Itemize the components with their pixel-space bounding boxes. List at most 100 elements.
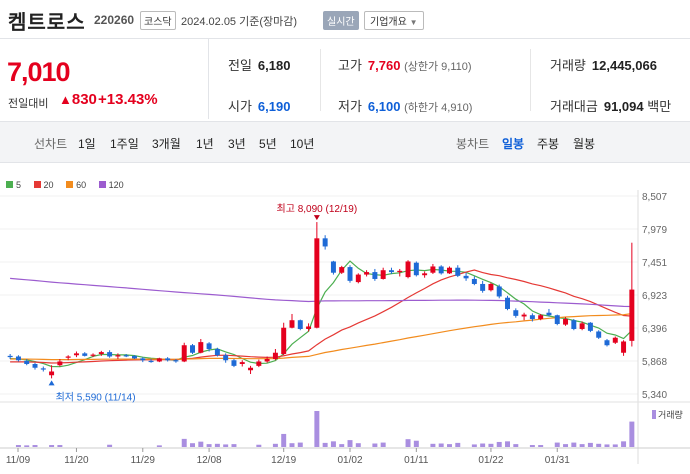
volume-bar	[430, 443, 436, 447]
candle-body	[73, 353, 79, 356]
volume-bar	[380, 442, 386, 447]
candle-body	[7, 355, 13, 358]
ma-60-line	[10, 313, 632, 361]
x-tick-label: 01/22	[478, 455, 503, 466]
candle-body	[596, 331, 602, 338]
up-triangle-icon: ▲	[59, 92, 72, 107]
open-price: 시가 6,190	[228, 96, 290, 115]
period-1y[interactable]: 1년	[196, 137, 214, 151]
candle-body	[32, 363, 38, 368]
x-tick-label: 11/29	[131, 455, 156, 466]
period-3y[interactable]: 3년	[228, 137, 246, 151]
volume-bar	[496, 441, 502, 447]
volume-bar	[579, 444, 585, 447]
amount-label: 거래대금	[550, 99, 598, 114]
candle-body	[173, 360, 179, 362]
candle-body	[223, 355, 229, 361]
candle-body	[546, 312, 552, 316]
trade-amount: 거래대금 91,094 백만	[550, 96, 671, 115]
volume-bar	[24, 445, 30, 447]
volume-legend-swatch	[652, 410, 656, 419]
stock-code: 220260	[94, 13, 135, 27]
chevron-down-icon: ▼	[409, 18, 418, 27]
candle-body	[165, 358, 171, 361]
candle-body	[281, 327, 287, 354]
candle-body	[388, 270, 394, 273]
stock-chart[interactable]: 8,507 7,979 7,451 6,923 6,396 5,868 5,340 11/0…	[0, 164, 690, 474]
amount-unit: 백만	[647, 99, 672, 114]
volume-value: 12,445,066	[591, 58, 657, 73]
x-tick-label: 12/08	[197, 455, 222, 466]
volume-bar	[15, 445, 21, 447]
candle-body	[372, 272, 378, 279]
period-3m[interactable]: 3개월	[152, 137, 181, 151]
y-axis-labels: 8,507 7,979 7,451 6,923 6,396 5,868 5,340	[642, 192, 667, 401]
candle-body	[405, 261, 411, 278]
candle-body	[140, 358, 146, 361]
company-overview-dropdown[interactable]: 기업개요 ▼	[364, 11, 424, 30]
period-5y[interactable]: 5년	[259, 137, 277, 151]
volume-bar	[554, 442, 560, 447]
period-10y[interactable]: 10년	[290, 137, 315, 151]
candle-monthly[interactable]: 월봉	[573, 137, 596, 151]
volume-bar	[214, 443, 220, 447]
candle-body	[587, 322, 593, 331]
candle-body	[413, 262, 419, 276]
volume-bar	[181, 438, 187, 447]
volume-bar	[206, 444, 212, 447]
period-1d[interactable]: 1일	[78, 137, 96, 151]
volume-bar	[330, 441, 336, 447]
candle-body	[214, 348, 220, 356]
candle-body	[339, 267, 345, 273]
volume-bar	[488, 443, 494, 447]
volume-bar	[480, 443, 486, 447]
high-label: 고가	[338, 58, 362, 73]
volume-bar	[322, 442, 328, 447]
low-value: 6,100	[367, 99, 401, 114]
volume-bar	[49, 445, 55, 447]
date-status: 2024.02.05 기준(장마감)	[181, 16, 298, 28]
ma-legend: 5 20 60 120	[6, 180, 134, 190]
annotations: 최고 8,090 (12/19) 최저 5,590 (11/14) 거래량	[48, 203, 683, 420]
candle-body	[571, 320, 577, 329]
candle-body	[355, 274, 361, 283]
high-annotation: 최고 8,090 (12/19)	[277, 203, 358, 215]
volume-bar	[513, 444, 519, 447]
candle-body	[447, 267, 452, 274]
candle-body	[430, 266, 436, 273]
candle-body	[148, 360, 154, 363]
volume-bar	[256, 444, 262, 447]
legend-swatch	[98, 181, 106, 188]
volume-bar	[529, 445, 535, 447]
candle-body	[40, 368, 46, 370]
candle-body	[256, 361, 262, 366]
candle-body	[521, 314, 527, 317]
period-1w[interactable]: 1주일	[110, 137, 139, 151]
x-tick-label: 01/31	[545, 455, 570, 466]
ma-20-line	[10, 269, 632, 364]
candle-weekly[interactable]: 주봉	[537, 137, 560, 151]
candle-body	[264, 358, 270, 362]
candle-body	[272, 352, 278, 359]
realtime-button[interactable]: 실시간	[323, 11, 359, 30]
candle-body	[181, 345, 187, 362]
candle-body	[115, 355, 121, 357]
candle-daily[interactable]: 일봉	[502, 137, 525, 151]
ma-5-line	[10, 260, 633, 368]
volume-bar	[447, 444, 452, 447]
low-label: 저가	[338, 99, 362, 114]
candle-body	[471, 278, 477, 284]
market-badge: 코스닥	[140, 11, 176, 30]
change-percent: +13.43%	[98, 91, 158, 108]
change-label: 전일대비	[8, 98, 49, 110]
high-price: 고가 7,760 (상한가 9,110)	[338, 55, 472, 74]
candle-body	[65, 356, 71, 358]
candle-body	[306, 326, 312, 329]
high-value: 7,760	[367, 58, 401, 73]
lower-limit: (하한가 4,910)	[404, 102, 473, 114]
x-tick-label: 01/02	[337, 455, 362, 466]
volume-bar	[281, 433, 287, 447]
y-tick-label: 8,507	[642, 192, 667, 203]
high-arrow-icon	[313, 215, 320, 221]
low-price: 저가 6,100 (하한가 4,910)	[338, 96, 472, 115]
